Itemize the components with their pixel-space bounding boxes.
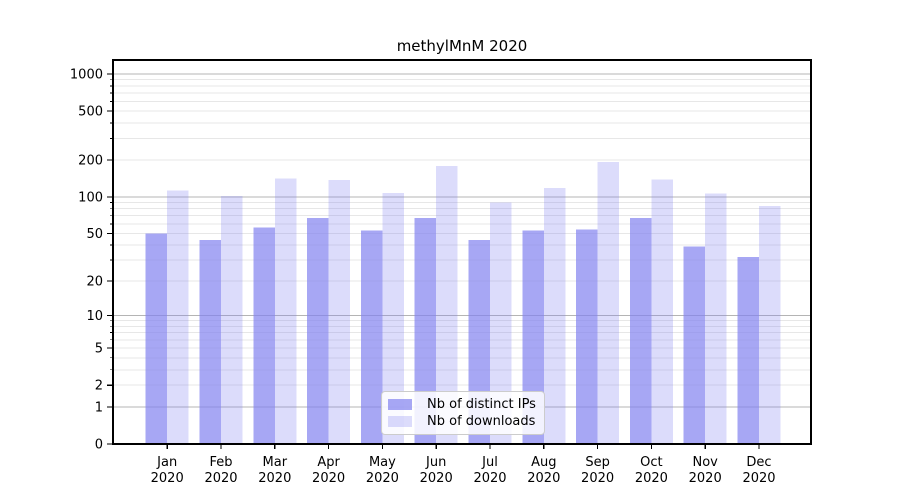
x-tick-label: Apr 2020: [312, 455, 345, 486]
x-tick-label: Aug 2020: [527, 455, 560, 486]
y-tick-label: 2: [95, 379, 103, 394]
bar-downloads: [328, 179, 351, 444]
bar-distinct-ips: [737, 256, 759, 444]
bar-downloads: [382, 192, 404, 444]
bar-downloads: [705, 193, 727, 444]
bar-downloads: [759, 206, 781, 444]
x-tick-label: Nov 2020: [689, 455, 722, 486]
x-tick-label: Mar 2020: [258, 455, 291, 486]
y-tick-label: 10: [86, 309, 103, 324]
plot-frame: [112, 59, 812, 445]
chart-title: methylMnM 2020: [396, 37, 528, 55]
bar-distinct-ips: [199, 240, 221, 444]
x-tick-label: Jul 2020: [473, 455, 506, 486]
bar-distinct-ips: [145, 233, 168, 444]
bar-distinct-ips: [683, 246, 706, 444]
bar-distinct-ips: [360, 230, 383, 444]
legend-label: Nb of distinct IPs: [427, 396, 536, 412]
bar-downloads: [436, 165, 458, 444]
y-tick-label: 50: [86, 227, 103, 242]
y-tick-label: 5: [95, 342, 103, 357]
bar-distinct-ips: [576, 229, 598, 444]
legend: Nb of distinct IPs Nb of downloads: [381, 391, 545, 435]
bar-downloads: [221, 195, 243, 444]
x-tick-label: Sep 2020: [581, 455, 614, 486]
y-tick-label: 1000: [70, 68, 103, 83]
bar-distinct-ips: [307, 218, 329, 444]
x-tick-label: Jan 2020: [151, 455, 184, 486]
x-tick-label: May 2020: [366, 455, 399, 486]
bar-downloads: [490, 202, 512, 444]
bar-downloads: [543, 188, 566, 444]
bar-distinct-ips: [522, 230, 544, 444]
bar-downloads: [651, 179, 673, 444]
x-tick-label: Feb 2020: [204, 455, 237, 486]
y-tick-label: 20: [86, 274, 103, 289]
bar-downloads: [597, 161, 620, 444]
bar-distinct-ips: [253, 227, 275, 444]
bar-downloads: [274, 178, 297, 444]
x-tick-label: Dec 2020: [742, 455, 775, 486]
y-tick-label: 1: [95, 400, 103, 415]
y-tick-label: 0: [95, 438, 103, 453]
legend-swatch-downloads: [388, 416, 412, 428]
y-tick-label: 100: [78, 190, 103, 205]
legend-item-downloads: Nb of downloads: [388, 414, 540, 429]
legend-item-distinct-ips: Nb of distinct IPs: [388, 397, 540, 412]
bar-distinct-ips: [414, 218, 437, 444]
x-tick-label: Oct 2020: [635, 455, 668, 486]
bar-downloads: [167, 190, 189, 444]
y-tick-label: 200: [78, 154, 103, 169]
bar-distinct-ips: [629, 218, 652, 444]
legend-label: Nb of downloads: [427, 414, 536, 430]
legend-swatch-distinct-ips: [388, 398, 412, 410]
x-tick-label: Jun 2020: [420, 455, 453, 486]
y-tick-label: 500: [78, 105, 103, 120]
